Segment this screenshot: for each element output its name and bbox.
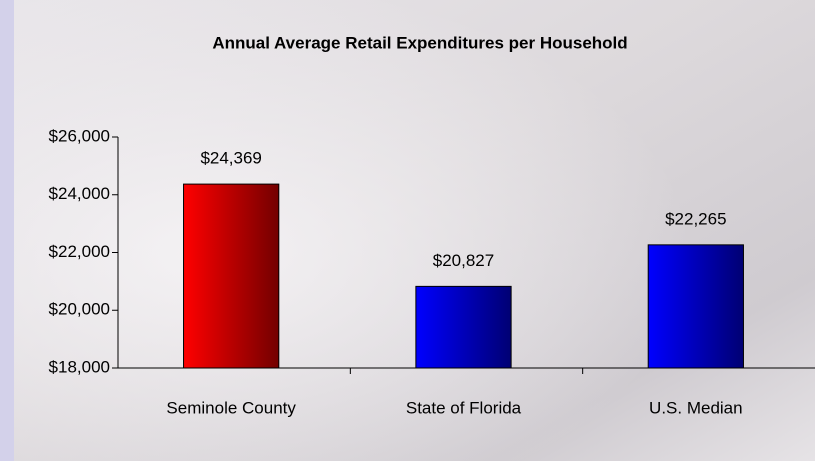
value-label: $22,265	[665, 209, 726, 228]
bar	[184, 184, 279, 368]
x-tick-label: State of Florida	[406, 398, 522, 417]
chart-title: Annual Average Retail Expenditures per H…	[212, 33, 627, 52]
y-tick-label: $20,000	[49, 300, 110, 319]
page: {"chart_data": {"type": "bar", "title": …	[0, 0, 815, 461]
value-label: $20,827	[433, 251, 494, 270]
bar	[416, 286, 511, 368]
x-tick-label: U.S. Median	[649, 398, 743, 417]
y-tick-label: $18,000	[49, 357, 110, 376]
background-glow	[0, 0, 815, 461]
side-strip	[0, 0, 14, 461]
x-tick-label: Seminole County	[166, 398, 296, 417]
y-tick-label: $22,000	[49, 242, 110, 261]
y-tick-label: $26,000	[49, 126, 110, 145]
bar	[648, 245, 743, 368]
value-label: $24,369	[200, 149, 261, 168]
y-tick-label: $24,000	[49, 184, 110, 203]
chart: Annual Average Retail Expenditures per H…	[0, 0, 815, 461]
